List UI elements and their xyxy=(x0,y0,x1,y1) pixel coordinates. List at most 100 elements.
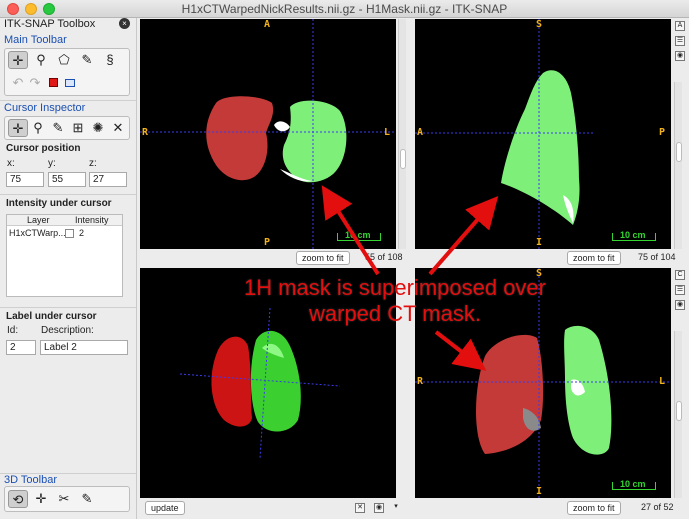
zoom-mode-icon[interactable]: ⚲ xyxy=(33,120,43,135)
polygon-tool-icon[interactable]: ⬠ xyxy=(58,52,70,67)
row-intensity-cell: 2 xyxy=(79,228,85,238)
paintbrush-tool-icon[interactable]: ✎ xyxy=(81,52,93,67)
main-toolbar: ✛ ⚲ ⬠ ✎ § ↶ ↷ xyxy=(4,48,130,96)
spray-3d-icon[interactable]: ✎ xyxy=(81,491,93,506)
description-label: Description: xyxy=(41,325,94,336)
window-minimize-button[interactable] xyxy=(25,3,37,15)
toolbox-close-icon[interactable]: × xyxy=(119,18,130,29)
cursor-position-title: Cursor position xyxy=(6,143,81,154)
axial-view[interactable]: A P R L 10 cm xyxy=(140,19,396,249)
coronal-top-label: S xyxy=(536,268,543,279)
label-color-icon[interactable] xyxy=(43,74,63,92)
tools-mode-icon[interactable]: ✕ xyxy=(112,120,124,135)
cursor-z-field[interactable]: 27 xyxy=(89,172,127,187)
axial-slice-count: 55 of 108 xyxy=(365,252,403,262)
toolbox-sidebar: ITK-SNAP Toolbox × Main Toolbar ✛ ⚲ ⬠ ✎ … xyxy=(0,18,137,519)
label-description-field[interactable]: Label 2 xyxy=(40,340,128,355)
window-close-button[interactable] xyxy=(7,3,19,15)
render-3d-image xyxy=(179,307,341,459)
window-maximize-button[interactable] xyxy=(43,3,55,15)
sagittal-zoom-button[interactable]: zoom to fit xyxy=(567,251,621,265)
axial-scale-label: 10 cm xyxy=(345,230,371,240)
render-3d-menu-icon[interactable]: ▾ xyxy=(394,503,398,510)
sagittal-left-label: A xyxy=(417,127,424,138)
crosshair-3d-icon[interactable]: ✛ xyxy=(35,491,47,506)
axial-bottom-label: P xyxy=(264,237,271,248)
coronal-view[interactable]: S I R L 10 cm xyxy=(415,268,671,498)
render-3d-camera-icon[interactable]: ◉ xyxy=(374,503,384,513)
cursor-y-field[interactable]: 55 xyxy=(48,172,86,187)
coronal-view-tools: C ☰ ◉ xyxy=(674,268,686,328)
sagittal-right-label: P xyxy=(659,127,666,138)
sagittal-view[interactable]: S I A P 10 cm xyxy=(415,19,671,249)
axial-top-label: A xyxy=(264,19,271,30)
render-3d-update-button[interactable]: update xyxy=(145,501,185,515)
axial-left-label: R xyxy=(142,127,149,138)
sagittal-scale-bar xyxy=(612,233,656,241)
sagittal-slice-scrollbar[interactable] xyxy=(674,82,682,249)
sagittal-scale-label: 10 cm xyxy=(620,230,646,240)
col-intensity-header: Intensity xyxy=(75,215,109,225)
toolbar-3d-title: 3D Toolbar xyxy=(4,474,57,486)
axial-zoom-button[interactable]: zoom to fit xyxy=(296,251,350,265)
inspector-toolbar: ✛ ⚲ ✎ ⊞ ✺ ✕ xyxy=(4,116,130,140)
sagittal-camera-icon[interactable]: ◉ xyxy=(675,51,685,61)
brush-mode-icon[interactable]: ✎ xyxy=(52,120,64,135)
layer-checkbox[interactable] xyxy=(65,229,74,238)
sagittal-scroll-thumb[interactable] xyxy=(676,142,682,162)
zoom-tool-icon[interactable]: ⚲ xyxy=(36,52,46,67)
render-3d-reset-icon[interactable]: ✕ xyxy=(355,503,365,513)
sagittal-maximize-icon[interactable]: A xyxy=(675,21,685,31)
id-label: Id: xyxy=(7,325,19,336)
coronal-slice-count: 27 of 52 xyxy=(641,502,674,512)
sagittal-layout-icon[interactable]: ☰ xyxy=(675,36,685,46)
label-id-field[interactable]: 2 xyxy=(6,340,36,355)
z-label: z: xyxy=(89,158,97,169)
intensity-table: Layer Intensity H1xCTWarp... 2 xyxy=(6,214,123,297)
cursor-x-field[interactable]: 75 xyxy=(6,172,44,187)
coronal-slice-scrollbar[interactable] xyxy=(674,331,682,498)
intensity-table-header: Layer Intensity xyxy=(7,215,122,226)
axial-scroll-thumb[interactable] xyxy=(400,149,406,169)
render-3d-view[interactable] xyxy=(140,268,396,498)
sagittal-bottom-label: I xyxy=(536,237,543,248)
coronal-image xyxy=(415,268,671,498)
row-layer-cell: H1xCTWarp... xyxy=(9,228,66,238)
layout-icon[interactable] xyxy=(60,74,80,92)
intensity-title: Intensity under cursor xyxy=(6,198,112,209)
sagittal-slice-count: 75 of 104 xyxy=(638,252,676,262)
label-under-cursor-title: Label under cursor xyxy=(6,311,97,322)
annotation-line-2: warped CT mask. xyxy=(309,301,481,326)
y-label: y: xyxy=(48,158,56,169)
undo-icon[interactable]: ↶ xyxy=(12,75,24,90)
sagittal-view-tools: A ☰ ◉ xyxy=(674,19,686,79)
axial-slice-scrollbar[interactable] xyxy=(398,19,406,249)
crosshair-tool-icon[interactable]: ✛ xyxy=(8,51,28,69)
coronal-scroll-thumb[interactable] xyxy=(676,401,682,421)
layers-mode-icon[interactable]: ⊞ xyxy=(72,120,84,135)
coronal-camera-icon[interactable]: ◉ xyxy=(675,300,685,310)
annotation-mode-icon[interactable]: ✺ xyxy=(92,120,104,135)
window-titlebar: H1xCTWarpedNickResults.nii.gz - H1Mask.n… xyxy=(0,0,689,18)
app-title: ITK-SNAP Toolbox xyxy=(4,18,96,30)
coronal-zoom-button[interactable]: zoom to fit xyxy=(567,501,621,515)
sagittal-image xyxy=(415,19,595,249)
crosshair-mode-icon[interactable]: ✛ xyxy=(8,119,28,137)
redo-icon[interactable]: ↷ xyxy=(29,75,41,90)
coronal-scale-label: 10 cm xyxy=(620,479,646,489)
window-title: H1xCTWarpedNickResults.nii.gz - H1Mask.n… xyxy=(181,2,508,16)
rotate-3d-icon[interactable]: ⟲ xyxy=(8,490,28,508)
coronal-scale-bar xyxy=(612,482,656,490)
annotation-text: 1H mask is superimposed over warped CT m… xyxy=(195,275,595,327)
annotation-line-1: 1H mask is superimposed over xyxy=(243,275,546,300)
toolbar-3d: ⟲ ✛ ✂ ✎ xyxy=(4,486,130,512)
main-toolbar-title: Main Toolbar xyxy=(4,34,67,46)
x-label: x: xyxy=(7,158,15,169)
coronal-maximize-icon[interactable]: C xyxy=(675,270,685,280)
snake-tool-icon[interactable]: § xyxy=(106,52,114,67)
coronal-right-label: L xyxy=(659,376,666,387)
scalpel-3d-icon[interactable]: ✂ xyxy=(58,491,70,506)
sagittal-top-label: S xyxy=(536,19,543,30)
coronal-left-label: R xyxy=(417,376,424,387)
coronal-layout-icon[interactable]: ☰ xyxy=(675,285,685,295)
